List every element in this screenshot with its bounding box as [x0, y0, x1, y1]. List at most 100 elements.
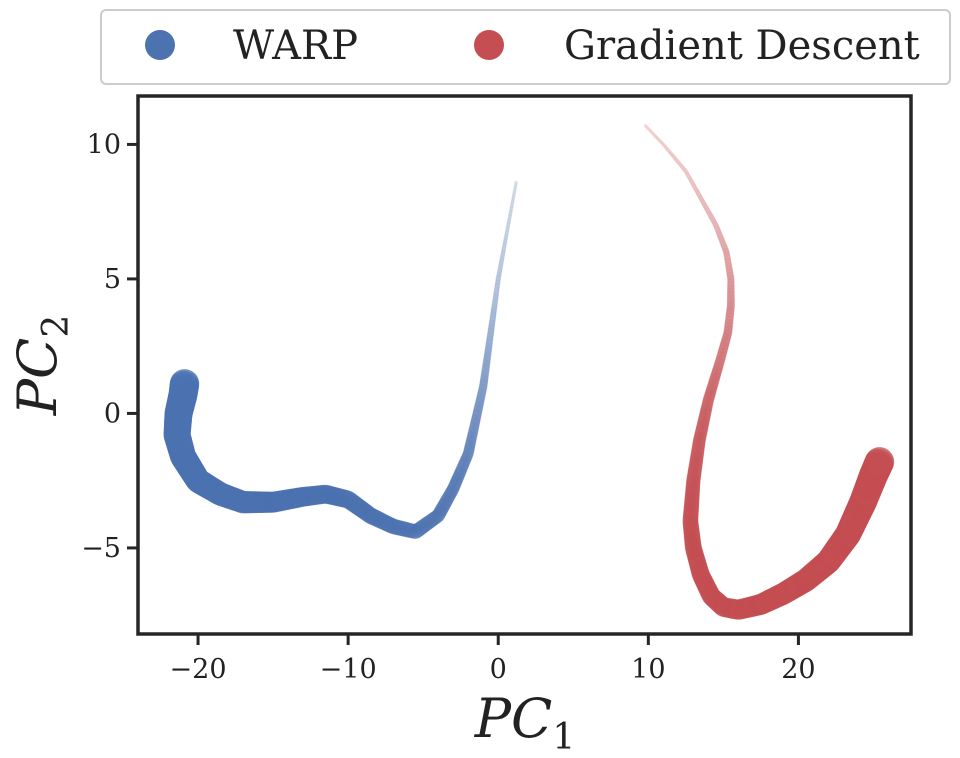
data-point — [727, 275, 735, 284]
data-point — [380, 516, 397, 533]
data-point — [369, 510, 386, 528]
data-point — [509, 207, 514, 211]
data-point — [493, 291, 499, 298]
data-point — [864, 447, 895, 477]
data-point — [488, 323, 495, 331]
data-point — [650, 131, 655, 135]
data-point — [492, 294, 499, 301]
data-point — [375, 513, 392, 530]
data-point — [502, 240, 508, 245]
data-point — [721, 243, 728, 251]
data-point — [725, 263, 733, 271]
data-point — [472, 409, 482, 420]
data-point — [721, 335, 731, 345]
data-point — [725, 311, 735, 321]
data-point — [681, 166, 686, 172]
data-point — [505, 228, 510, 233]
data-point — [725, 267, 734, 275]
data-point — [447, 480, 461, 494]
data-point — [726, 290, 735, 299]
data-point — [473, 404, 483, 414]
data-point — [481, 364, 490, 374]
data-point — [683, 503, 699, 520]
data-point — [695, 424, 708, 438]
data-point — [498, 261, 504, 267]
data-point — [704, 589, 724, 609]
data-point — [672, 155, 677, 160]
data-point — [387, 519, 403, 535]
data-point — [716, 351, 727, 362]
data-point — [682, 514, 699, 531]
data-point — [647, 128, 652, 132]
data-point — [683, 502, 699, 518]
data-point — [460, 453, 472, 466]
data-point — [438, 496, 453, 510]
data-point — [464, 441, 476, 452]
data-point — [445, 484, 459, 497]
data-point — [381, 516, 398, 533]
data-point — [494, 285, 500, 291]
data-point — [688, 552, 706, 571]
data-point — [702, 395, 714, 408]
data-point — [726, 295, 735, 304]
data-point — [726, 297, 735, 306]
data-point — [695, 190, 701, 196]
data-point — [702, 203, 709, 210]
data-point — [378, 515, 395, 532]
data-point — [724, 259, 732, 266]
data-point — [456, 462, 468, 474]
data-point — [719, 339, 730, 349]
data-point — [686, 544, 704, 562]
data-point — [509, 208, 513, 213]
data-point — [723, 253, 731, 261]
data-point — [699, 197, 705, 203]
data-point — [505, 226, 510, 232]
data-point — [704, 206, 710, 212]
data-point — [495, 275, 501, 282]
data-point — [722, 331, 732, 341]
data-point — [483, 355, 491, 364]
data-point — [717, 233, 724, 240]
data-point — [486, 333, 494, 341]
data-point — [501, 248, 506, 253]
data-point — [705, 208, 712, 215]
data-point — [686, 545, 704, 563]
data-point — [486, 331, 494, 339]
data-point — [684, 171, 690, 176]
data-point — [720, 336, 731, 347]
data-point — [402, 522, 417, 538]
data-point — [499, 258, 505, 264]
data-point — [699, 405, 712, 418]
data-point — [685, 478, 701, 493]
legend: WARP Gradient Descent — [100, 9, 951, 85]
data-point — [693, 430, 707, 443]
data-point — [480, 370, 490, 379]
data-point — [504, 229, 510, 234]
data-point — [690, 559, 708, 578]
data-point — [467, 428, 478, 439]
data-point — [713, 360, 724, 371]
data-point — [686, 475, 701, 490]
data-point — [467, 426, 479, 437]
data-point — [482, 359, 491, 368]
data-point — [344, 494, 363, 513]
data-point — [685, 482, 701, 498]
data-point — [682, 517, 699, 534]
data-point — [727, 278, 735, 287]
data-point — [437, 498, 451, 512]
data-point — [713, 222, 719, 229]
data-point — [714, 225, 721, 232]
data-point — [693, 568, 712, 587]
data-point — [705, 384, 717, 396]
data-point — [698, 409, 711, 422]
data-point — [690, 181, 696, 187]
data-point — [493, 287, 500, 294]
data-point — [725, 312, 734, 322]
data-point — [690, 449, 704, 464]
data-point — [500, 253, 505, 259]
data-point — [395, 521, 411, 537]
data-point — [696, 192, 702, 198]
data-point — [724, 315, 734, 325]
data-point — [314, 484, 334, 504]
data-point — [718, 343, 729, 354]
